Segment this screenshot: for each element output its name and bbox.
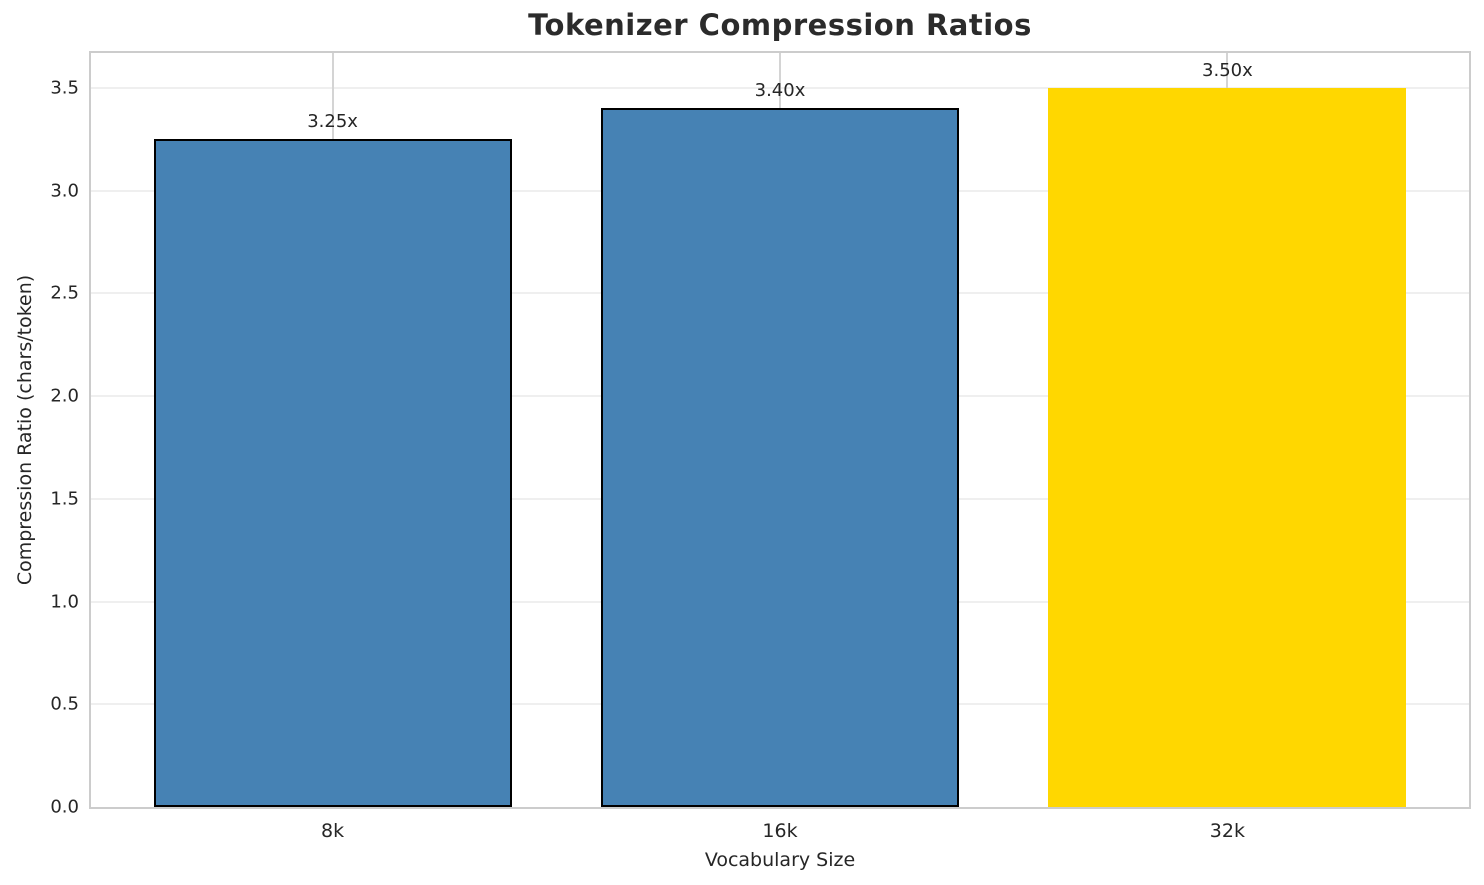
x-axis-label: Vocabulary Size <box>704 849 856 871</box>
y-tick-label-0.0: 0.0 <box>50 796 79 818</box>
bar-8k <box>153 139 512 807</box>
bar-value-label-32k: 3.50x <box>1202 59 1253 81</box>
chart-title: Tokenizer Compression Ratios <box>528 8 1032 42</box>
bar-value-label-16k: 3.40x <box>754 80 806 102</box>
y-tick-label-3.5: 3.5 <box>50 77 79 99</box>
y-tick-label-1.0: 1.0 <box>50 591 79 613</box>
y-tick-label-1.5: 1.5 <box>50 488 79 510</box>
y-tick-label-2.5: 2.5 <box>50 282 79 304</box>
y-tick-label-2.0: 2.0 <box>50 385 79 407</box>
bar-value-label-8k: 3.25x <box>307 111 358 133</box>
bar-32k <box>1048 87 1407 807</box>
x-tick-label-32k: 32k <box>1209 820 1245 842</box>
bar-16k <box>601 108 959 807</box>
y-tick-label-0.5: 0.5 <box>50 693 79 715</box>
y-tick-label-3.0: 3.0 <box>50 180 79 202</box>
y-axis-label: Compression Ratio (chars/token) <box>14 274 36 586</box>
x-tick-label-16k: 16k <box>762 820 798 842</box>
x-tick-label-8k: 8k <box>321 820 345 842</box>
